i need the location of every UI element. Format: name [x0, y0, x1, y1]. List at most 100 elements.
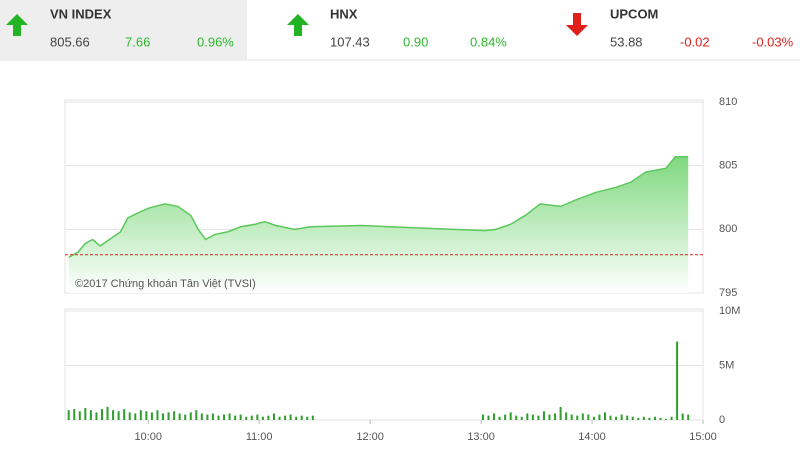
volume-bar [150, 412, 153, 420]
volume-bar [565, 412, 568, 420]
volume-bar [515, 415, 518, 420]
y-tick-label: 10M [719, 305, 740, 317]
volume-bar [493, 413, 496, 420]
volume-bar [648, 417, 651, 420]
volume-bar [84, 408, 87, 420]
up-arrow [6, 14, 28, 36]
plot-frame [64, 308, 704, 421]
volume-bar [95, 412, 98, 420]
volume-bar [223, 414, 226, 420]
volume-bar [603, 412, 606, 420]
y-tick-label: 795 [719, 287, 737, 299]
volume-bar [659, 417, 662, 420]
volume-bar [184, 414, 187, 420]
volume-bar [178, 413, 181, 420]
index-change: -0.02 [680, 34, 710, 49]
index-percent: 0.84% [470, 34, 507, 49]
volume-bar [162, 413, 165, 420]
volume-bar [559, 406, 562, 420]
volume-bar [665, 418, 668, 420]
volume-bar [509, 412, 512, 420]
volume-bar [245, 416, 248, 420]
volume-bar [112, 410, 115, 420]
volume-bar [239, 414, 242, 420]
volume-bar [267, 415, 270, 420]
volume-bar [217, 415, 220, 420]
volume-bar [687, 414, 690, 420]
volume-bar [256, 414, 259, 420]
volume-bar [211, 413, 214, 420]
volume-bar [173, 411, 176, 420]
volume-bar [631, 416, 634, 420]
index-name: HNX [330, 6, 358, 21]
volume-bar [306, 416, 309, 420]
volume-bar [587, 414, 590, 420]
volume-bar [609, 415, 612, 420]
area-fill [68, 156, 689, 293]
up-arrow [287, 14, 309, 36]
volume-bar [548, 414, 551, 420]
volume-bar [676, 341, 679, 420]
index-percent: 0.96% [197, 34, 234, 49]
y-tick-label: 800 [719, 223, 737, 235]
volume-bar [626, 415, 629, 420]
volume-bar [89, 410, 92, 420]
volume-bar [531, 414, 534, 420]
volume-bar [681, 413, 684, 420]
volume-bar [234, 415, 237, 420]
volume-bar [542, 411, 545, 420]
volume-bar [145, 411, 148, 420]
y-tick-label: 805 [719, 160, 737, 172]
volume-bar [642, 416, 645, 420]
volume-bar [311, 415, 314, 420]
volume-bar [653, 416, 656, 420]
volume-bar [250, 415, 253, 420]
volume-bar [139, 410, 142, 420]
volume-bar [167, 412, 170, 420]
volume-bar [228, 413, 231, 420]
y-tick-label: 5M [719, 359, 734, 371]
index-change: 7.66 [125, 34, 150, 49]
volume-bar [498, 416, 501, 420]
y-tick-label: 0 [719, 414, 725, 426]
volume-bar [300, 415, 303, 420]
volume-bar [284, 415, 287, 420]
volume-bar [67, 410, 70, 420]
volume-bar [289, 414, 292, 420]
x-tick-label: 15:00 [689, 431, 717, 443]
volume-bar [504, 414, 507, 420]
x-tick-label: 13:00 [467, 431, 495, 443]
x-tick-label: 11:00 [246, 431, 273, 443]
volume-bar [100, 409, 103, 420]
volume-bar [156, 410, 159, 420]
volume-bar [73, 409, 76, 420]
index-change: 0.90 [403, 34, 428, 49]
volume-bar [117, 411, 120, 420]
x-tick-label: 14:00 [578, 431, 606, 443]
volume-bar [481, 414, 484, 420]
annotation: ©2017 Chứng khoán Tân Việt (TVSI) [75, 278, 256, 290]
volume-bar [128, 412, 131, 420]
volume-bar [195, 410, 198, 420]
x-tick-label: 12:00 [356, 431, 384, 443]
volume-bar [670, 416, 673, 420]
index-value: 805.66 [50, 34, 90, 49]
volume-bar [598, 414, 601, 420]
index-percent: -0.03% [752, 34, 794, 49]
y-tick-label: 810 [719, 96, 737, 108]
index-name: VN INDEX [50, 6, 112, 21]
volume-bar [620, 414, 623, 420]
volume-bar [106, 406, 109, 420]
volume-bar [581, 413, 584, 420]
volume-bar [200, 413, 203, 420]
volume-bar [78, 411, 81, 420]
volume-bar [487, 415, 490, 420]
x-tick-label: 10:00 [134, 431, 162, 443]
active-tab[interactable] [0, 0, 247, 60]
volume-bar [295, 416, 298, 420]
volume-bar [615, 416, 618, 420]
index-name: UPCOM [610, 6, 658, 21]
volume-bar [526, 413, 529, 420]
volume-bar [576, 415, 579, 420]
